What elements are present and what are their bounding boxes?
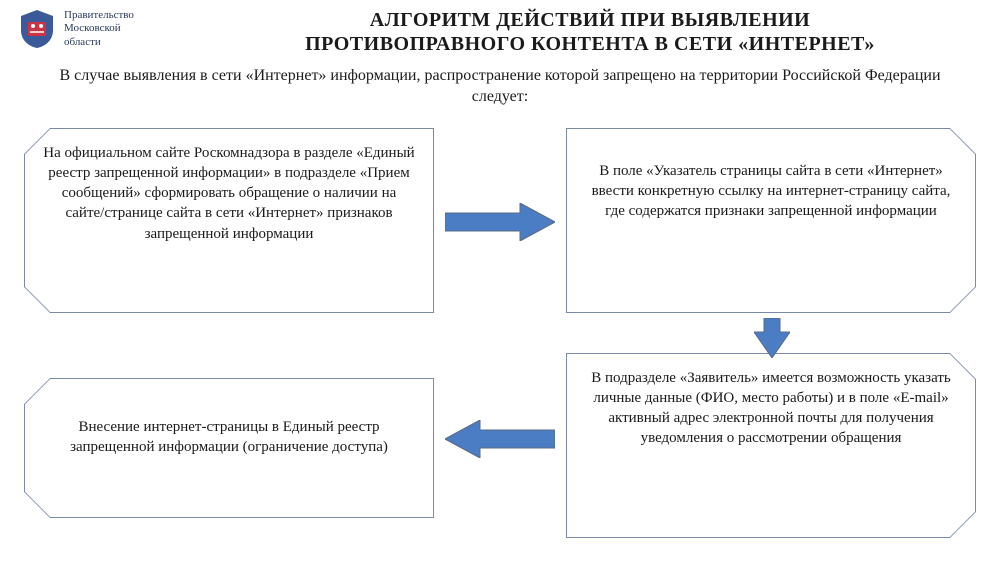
page-header: Правительство Московской области АЛГОРИТ… <box>0 0 1000 60</box>
step-2-box: В поле «Указатель страницы сайта в сети … <box>566 128 976 313</box>
org-line1: Правительство <box>64 9 134 22</box>
flowchart: На официальном сайте Роскомнадзора в раз… <box>0 118 1000 548</box>
title-line1: АЛГОРИТМ ДЕЙСТВИЙ ПРИ ВЫЯВЛЕНИИ <box>196 8 984 32</box>
org-line3: области <box>64 36 134 49</box>
arrow-3-4-icon <box>445 420 555 458</box>
emblem-icon <box>16 8 58 50</box>
step-3-box: В подразделе «Заявитель» имеется возможн… <box>566 353 976 538</box>
org-line2: Московской <box>64 22 134 35</box>
step-4-box: Внесение интернет-страницы в Единый реес… <box>24 378 434 518</box>
arrow-2-3-icon <box>754 318 790 358</box>
org-block: Правительство Московской области <box>16 8 196 50</box>
subtitle: В случае выявления в сети «Интернет» инф… <box>40 66 960 108</box>
org-name: Правительство Московской области <box>64 9 134 49</box>
title-block: АЛГОРИТМ ДЕЙСТВИЙ ПРИ ВЫЯВЛЕНИИ ПРОТИВОП… <box>196 8 984 56</box>
title-line2: ПРОТИВОПРАВНОГО КОНТЕНТА В СЕТИ «ИНТЕРНЕ… <box>196 32 984 56</box>
step-1-box: На официальном сайте Роскомнадзора в раз… <box>24 128 434 313</box>
arrow-1-2-icon <box>445 203 555 241</box>
